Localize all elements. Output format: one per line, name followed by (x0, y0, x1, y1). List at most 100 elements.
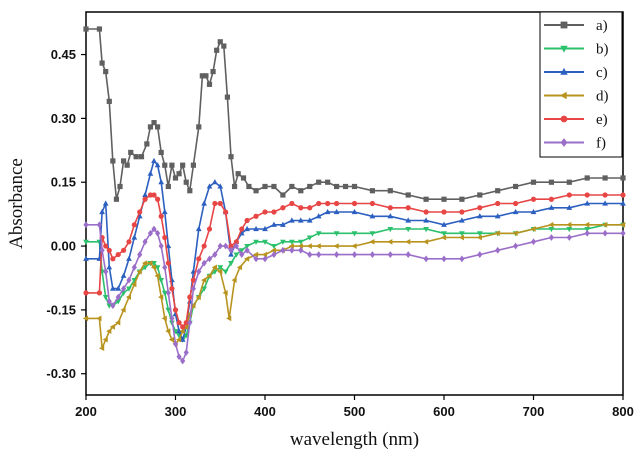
data-point (620, 200, 626, 206)
data-point (150, 264, 157, 271)
data-point (253, 255, 259, 263)
data-point (172, 340, 179, 348)
data-point (137, 251, 143, 258)
data-point (115, 293, 121, 301)
data-point (120, 158, 127, 164)
y-tick-label: -0.15 (46, 302, 76, 317)
data-point (333, 208, 340, 215)
data-point (307, 251, 313, 258)
data-point (351, 243, 357, 249)
data-point (459, 217, 465, 223)
data-point (262, 183, 268, 190)
data-point (619, 221, 626, 228)
data-point (103, 68, 109, 75)
data-point (441, 221, 447, 227)
data-point (584, 200, 591, 206)
data-point (476, 234, 482, 241)
data-point (253, 188, 259, 194)
data-point (315, 213, 322, 219)
legend: a) b) c) d) e) f) (539, 11, 623, 158)
data-point (584, 192, 590, 198)
data-point (231, 183, 238, 190)
data-point (334, 200, 340, 207)
data-point (387, 226, 394, 233)
data-point (212, 179, 218, 185)
data-point (298, 205, 304, 211)
data-point (226, 315, 232, 322)
data-point (172, 307, 179, 313)
x-axis: 200 300 400 500 600 700 800 (75, 395, 634, 419)
series-a (83, 26, 626, 202)
data-point (244, 217, 250, 224)
data-point (142, 238, 148, 246)
data-point (566, 204, 573, 210)
data-point (253, 213, 259, 219)
data-point (206, 81, 213, 87)
data-point (351, 231, 358, 237)
data-point (154, 265, 161, 271)
series-line (86, 224, 623, 350)
data-point (566, 234, 572, 241)
series-line (86, 194, 623, 328)
data-point (253, 239, 259, 245)
series-layer (82, 26, 626, 365)
data-point (280, 192, 286, 198)
data-point (602, 192, 608, 198)
data-point (131, 263, 137, 271)
legend-marker (560, 138, 568, 147)
data-point (235, 171, 241, 177)
data-point (179, 336, 186, 342)
data-point (513, 242, 519, 250)
data-point (110, 158, 116, 164)
legend-item: c) (544, 65, 608, 81)
y-axis-title: Absorbance (6, 158, 27, 249)
data-point (441, 231, 447, 237)
data-point (289, 183, 295, 190)
data-point (217, 268, 223, 275)
x-tick-label: 600 (433, 404, 455, 419)
data-point (99, 60, 105, 66)
data-point (96, 290, 103, 296)
data-point (206, 255, 213, 263)
data-point (180, 357, 186, 365)
data-point (387, 238, 393, 245)
data-point (459, 255, 465, 263)
data-point (240, 175, 247, 181)
data-point (228, 260, 234, 267)
data-point (423, 217, 429, 223)
data-point (147, 124, 154, 130)
data-point (405, 192, 411, 198)
data-point (196, 256, 202, 262)
data-point (201, 243, 207, 249)
data-point (144, 141, 150, 147)
data-point (440, 234, 447, 241)
legend-item: f) (544, 136, 606, 152)
data-point (169, 286, 175, 292)
data-point (228, 154, 234, 160)
data-point (306, 243, 312, 249)
data-point (120, 285, 127, 292)
data-point (261, 251, 268, 258)
data-point (334, 183, 340, 190)
y-tick-label: 0.15 (51, 175, 76, 190)
data-point (131, 281, 137, 288)
data-point (120, 272, 127, 278)
data-point (351, 251, 358, 258)
data-point (280, 205, 286, 211)
data-point (103, 268, 109, 275)
data-point (175, 336, 182, 343)
data-point (548, 221, 554, 228)
data-point (262, 209, 268, 215)
data-point (620, 175, 626, 181)
legend-marker (560, 45, 568, 53)
series-d (82, 221, 626, 352)
data-point (126, 276, 132, 284)
data-point (244, 225, 250, 232)
data-point (180, 162, 186, 168)
data-point (161, 208, 168, 215)
data-point (158, 278, 165, 284)
data-point (422, 238, 429, 245)
data-point (187, 188, 193, 194)
data-point (548, 196, 555, 202)
data-point (196, 268, 202, 275)
